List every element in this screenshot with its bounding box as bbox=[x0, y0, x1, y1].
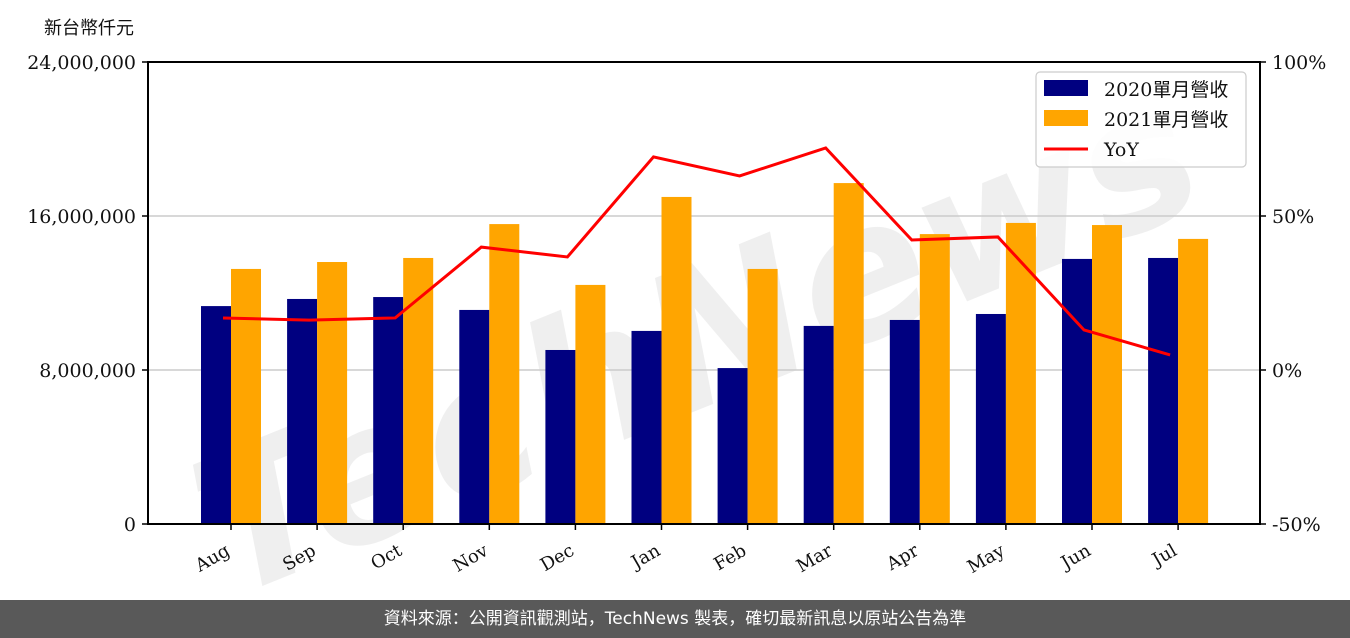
bar-2021-sep bbox=[317, 262, 348, 524]
source-footer: 資料來源：公開資訊觀測站，TechNews 製表，確切最新訊息以原站公告為準 bbox=[0, 600, 1350, 638]
yoy-line bbox=[222, 146, 1171, 357]
bar-2021-dec bbox=[575, 284, 606, 524]
svg-text:2020單月營收: 2020單月營收 bbox=[1104, 79, 1228, 101]
bar-2020-mar bbox=[803, 325, 834, 524]
bar-2020-dec bbox=[545, 349, 576, 524]
bar-2021-may bbox=[1005, 222, 1036, 524]
bar-2020-jul bbox=[1148, 257, 1179, 524]
bars bbox=[201, 183, 1209, 525]
svg-text:2021單月營收: 2021單月營收 bbox=[1104, 109, 1228, 131]
x-tick-label: Feb bbox=[710, 540, 750, 575]
x-tick-label: Apr bbox=[882, 540, 922, 575]
svg-text:16,000,000: 16,000,000 bbox=[27, 206, 136, 228]
bar-2020-apr bbox=[889, 319, 920, 524]
x-tick-label: Mar bbox=[793, 540, 837, 577]
bar-2020-jan bbox=[631, 330, 662, 524]
svg-text:YoY: YoY bbox=[1103, 139, 1139, 161]
bar-2020-aug bbox=[201, 306, 231, 524]
x-tick-label: Dec bbox=[537, 540, 578, 576]
bar-2021-aug bbox=[231, 268, 261, 524]
bar-2021-oct bbox=[403, 257, 434, 524]
bar-2021-feb bbox=[747, 268, 778, 524]
bar-line-chart: TechNews 08,000,00016,000,00024,000,000-… bbox=[27, 39, 1326, 600]
bar-2021-jun bbox=[1092, 225, 1122, 525]
svg-text:50%: 50% bbox=[1272, 206, 1314, 228]
bar-2021-nov bbox=[489, 224, 520, 524]
svg-text:0: 0 bbox=[124, 514, 136, 536]
x-tick-label: Jan bbox=[626, 540, 664, 574]
bar-2021-apr bbox=[919, 234, 950, 524]
bar-2020-oct bbox=[373, 297, 404, 524]
svg-text:24,000,000: 24,000,000 bbox=[27, 52, 136, 74]
bar-2020-may bbox=[975, 313, 1006, 524]
bar-2021-jul bbox=[1178, 238, 1209, 524]
bar-2020-sep bbox=[287, 298, 318, 524]
legend: 2020單月營收 2021單月營收 YoY bbox=[1035, 71, 1247, 168]
svg-text:-50%: -50% bbox=[1272, 514, 1321, 536]
x-tick-label: Jun bbox=[1056, 540, 1095, 575]
y-axis-unit-label: 新台幣仟元 bbox=[44, 18, 134, 39]
bar-2020-feb bbox=[717, 368, 748, 524]
svg-text:0%: 0% bbox=[1272, 360, 1302, 382]
bar-2021-jan bbox=[661, 196, 692, 524]
x-tick-label: Jul bbox=[1147, 540, 1181, 572]
x-tick-label: May bbox=[964, 540, 1009, 578]
bar-2020-nov bbox=[459, 309, 490, 524]
svg-text:100%: 100% bbox=[1272, 52, 1326, 74]
bar-2021-mar bbox=[833, 183, 864, 524]
svg-text:8,000,000: 8,000,000 bbox=[39, 360, 136, 382]
bar-2020-jun bbox=[1062, 258, 1092, 524]
